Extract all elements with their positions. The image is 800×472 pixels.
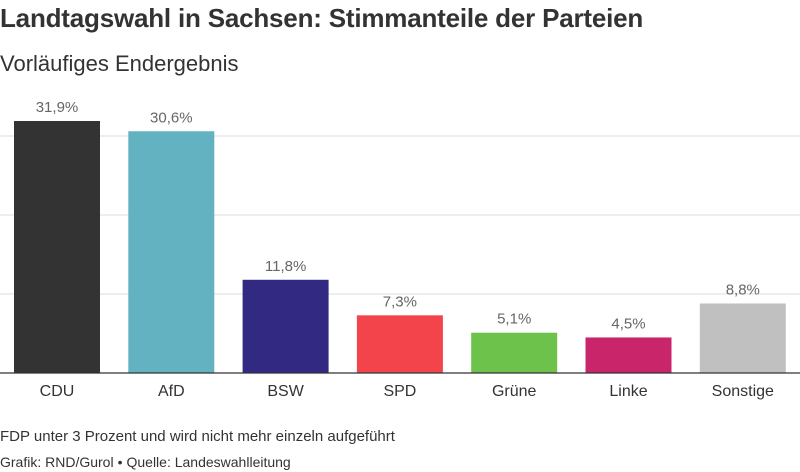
data-label-linke: 4,5% <box>611 315 645 332</box>
data-label-grüne: 5,1% <box>497 311 531 328</box>
x-tick-label-bsw: BSW <box>267 383 304 400</box>
chart-subtitle: Vorläufiges Endergebnis <box>0 51 239 76</box>
bar-spd <box>356 315 443 373</box>
x-tick-label-grüne: Grüne <box>492 383 537 400</box>
bar-linke <box>585 337 672 373</box>
footnote: FDP unter 3 Prozent und wird nicht mehr … <box>0 428 395 445</box>
chart-title: Landtagswahl in Sachsen: Stimmanteile de… <box>0 3 644 33</box>
x-tick-label-cdu: CDU <box>40 383 75 400</box>
bar-cdu <box>14 120 100 374</box>
x-tick-label-afd: AfD <box>158 383 185 400</box>
bar-chart: 31,9% CDU 30,6% AfD 11,8% BSW 7,3% SPD 5,1% Grüne… <box>0 99 800 400</box>
data-label-sonstige: 8,8% <box>726 281 760 298</box>
x-tick-label-spd: SPD <box>383 383 416 400</box>
credit-source: Quelle: Landeswahlleitung <box>126 454 291 470</box>
data-label-afd: 30,6% <box>150 109 193 126</box>
credit-line: Grafik: RND/Gurol • Quelle: Landeswahlleit… <box>0 454 291 470</box>
bar-bsw <box>242 279 329 373</box>
credit-separator: • <box>117 454 123 470</box>
data-label-bsw: 11,8% <box>265 258 306 275</box>
bar-grüne <box>471 332 558 373</box>
data-label-cdu: 31,9% <box>36 99 79 116</box>
x-tick-label-linke: Linke <box>609 383 647 400</box>
data-label-spd: 7,3% <box>383 293 417 310</box>
credit-graphic: Grafik: RND/Gurol <box>0 454 114 470</box>
bar-sonstige <box>699 303 786 373</box>
x-tick-label-sonstige: Sonstige <box>712 383 774 400</box>
bar-afd <box>128 131 215 373</box>
